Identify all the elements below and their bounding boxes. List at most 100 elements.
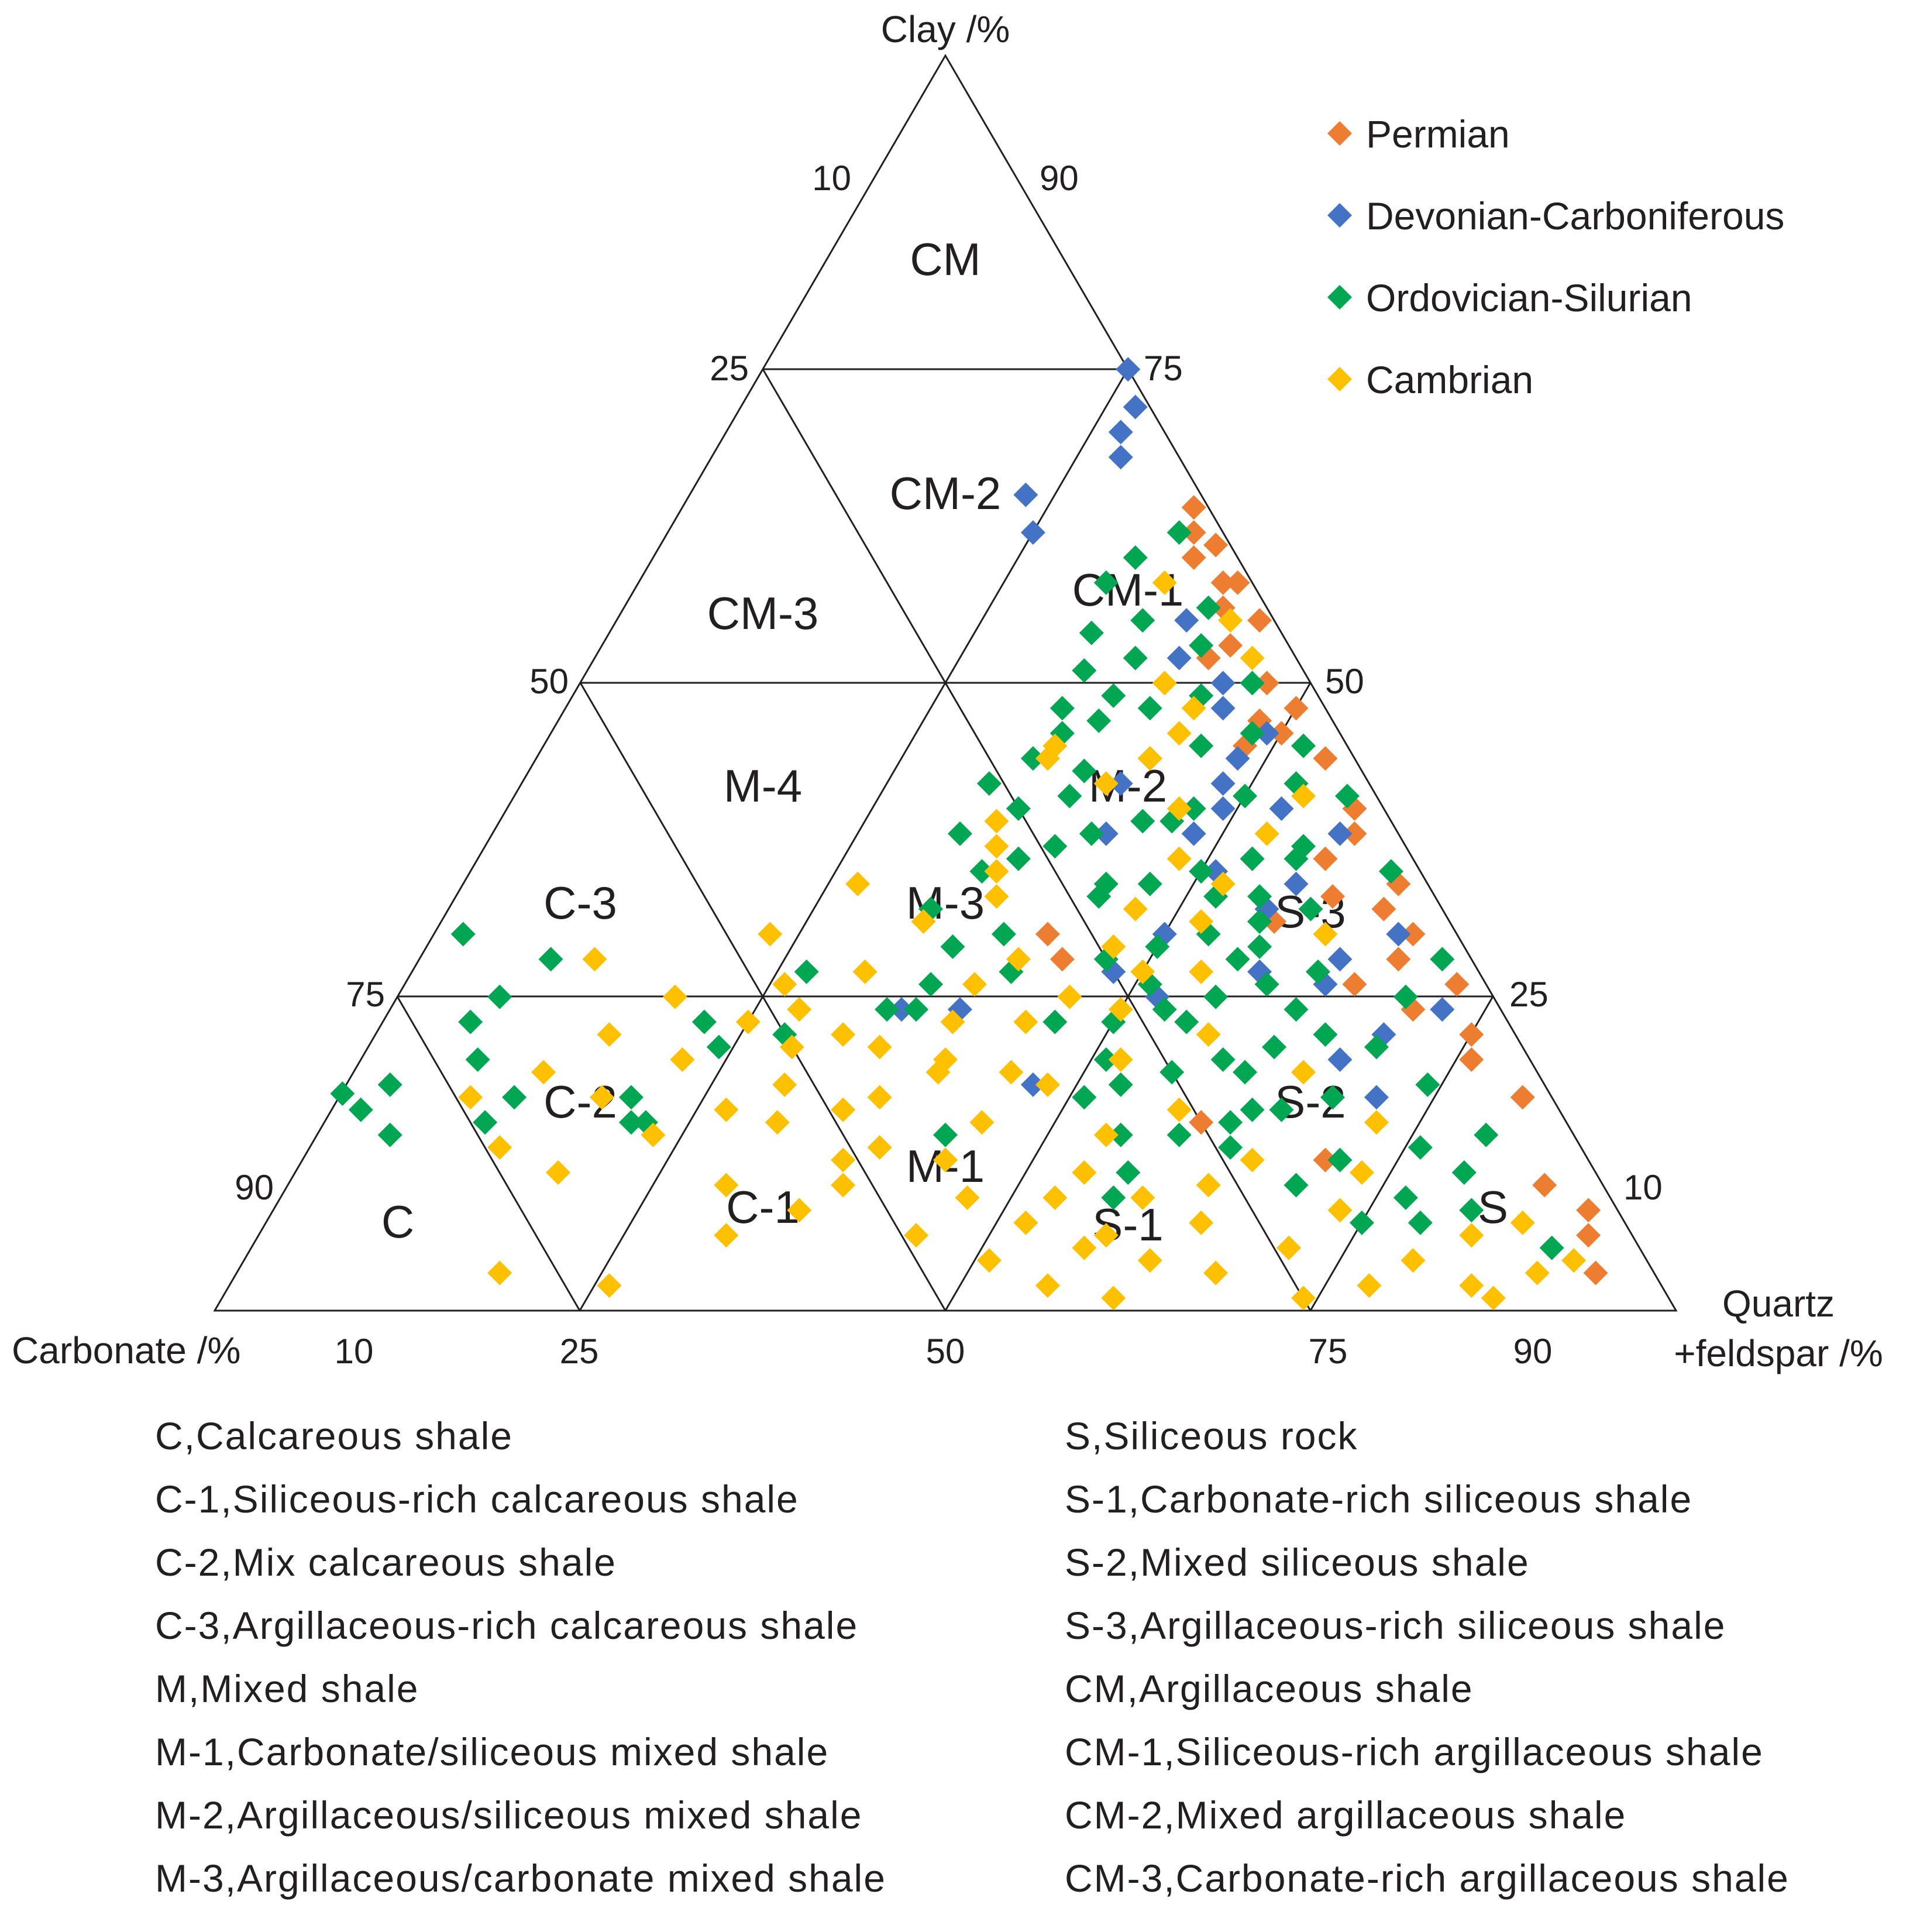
data-point	[487, 1260, 512, 1285]
note-item: CM-3,Carbonate-rich argillaceous shale	[1065, 1857, 1790, 1900]
data-point	[969, 859, 995, 884]
note-item: CM-2,Mixed argillaceous shale	[1065, 1793, 1627, 1837]
data-point	[984, 834, 1009, 859]
data-point	[772, 972, 797, 997]
data-point	[1474, 1122, 1499, 1147]
data-point	[1137, 696, 1162, 721]
data-point	[1093, 821, 1119, 846]
tick-label-right-side: 50	[1325, 662, 1364, 701]
data-point	[1210, 871, 1236, 896]
data-point	[714, 1173, 739, 1198]
data-point	[831, 1147, 856, 1173]
data-point	[758, 922, 783, 947]
data-point	[1320, 884, 1345, 909]
data-point	[1093, 570, 1119, 595]
data-point	[1203, 1260, 1229, 1285]
data-point	[597, 1273, 622, 1298]
data-point	[1020, 520, 1045, 545]
data-point	[867, 1034, 892, 1060]
region-label: M-4	[724, 760, 802, 812]
data-point	[1210, 671, 1236, 696]
data-point	[330, 1081, 355, 1106]
data-point	[1123, 394, 1148, 420]
series-devonian-carboniferous	[889, 357, 1455, 1110]
data-point	[1174, 608, 1199, 633]
tick-label-left-side: 25	[710, 349, 749, 388]
note-item: C,Calcareous shale	[155, 1414, 513, 1457]
region-label: C-3	[543, 877, 617, 929]
data-point	[1225, 947, 1250, 972]
data-point	[1101, 683, 1126, 708]
data-point	[1313, 922, 1338, 947]
data-point	[984, 859, 1009, 884]
data-point	[1291, 1060, 1316, 1085]
data-point	[1349, 1160, 1374, 1185]
region-label: CM-3	[707, 587, 819, 639]
note-item: C-2,Mix calcareous shale	[155, 1541, 617, 1584]
data-point	[940, 934, 965, 959]
data-point	[1269, 796, 1294, 821]
data-point	[984, 809, 1009, 834]
region-label: CM-2	[890, 467, 1002, 519]
data-point	[1481, 1285, 1506, 1311]
data-point	[1079, 821, 1104, 846]
data-point	[1401, 922, 1426, 947]
tick-label-bottom: 90	[1513, 1332, 1553, 1371]
data-point	[473, 1110, 498, 1135]
data-point	[984, 884, 1009, 909]
data-point	[1240, 846, 1265, 871]
data-point	[1430, 947, 1455, 972]
tick-labels: 10 25 50 75 90 90 75 50 25 10 10 25 50 75 90	[235, 159, 1663, 1371]
ternary-chart: CMCM-2CM-3CM-1M-4M-2C-3M-3S-3C-2S-2CC-1M…	[12, 8, 1883, 1374]
data-point	[1342, 821, 1367, 846]
data-point	[1086, 708, 1112, 733]
data-point	[918, 972, 944, 997]
data-point	[377, 1072, 402, 1097]
data-point	[1181, 520, 1206, 545]
grid-line-h	[1127, 996, 1312, 1311]
data-point	[1050, 696, 1075, 721]
tick-label-right-side: 25	[1509, 975, 1549, 1014]
data-point	[1393, 984, 1418, 1009]
data-point	[1305, 959, 1330, 984]
data-point	[1137, 1248, 1162, 1273]
legend: Permian Devonian-Carboniferous Ordovician-…	[1327, 112, 1784, 401]
data-point	[1108, 445, 1133, 470]
data-point	[831, 1022, 856, 1047]
data-point	[1240, 1097, 1265, 1122]
data-point	[1042, 1185, 1068, 1210]
data-point	[1262, 1034, 1287, 1060]
data-point	[999, 1060, 1024, 1085]
data-point	[1276, 1235, 1302, 1260]
data-point	[889, 997, 914, 1022]
data-point	[1050, 947, 1075, 972]
data-point	[1123, 645, 1148, 671]
data-point	[1459, 1198, 1484, 1223]
data-point	[867, 1085, 892, 1110]
data-point	[618, 1110, 644, 1135]
data-point	[1174, 1009, 1199, 1034]
note-item: M-2,Argillaceous/siliceous mixed shale	[155, 1793, 863, 1837]
data-point	[1210, 796, 1236, 821]
data-point	[1006, 796, 1031, 821]
data-point	[458, 1085, 483, 1110]
data-point	[1459, 1223, 1484, 1248]
data-point	[1240, 1147, 1265, 1173]
data-point	[1284, 997, 1309, 1022]
data-point	[1233, 1060, 1258, 1085]
notes-right: S,Siliceous rock S-1,Carbonate-rich silic…	[1065, 1404, 1790, 1910]
data-point	[1269, 1097, 1294, 1122]
tick-label-left-side: 50	[529, 662, 569, 701]
data-point	[1525, 1260, 1550, 1285]
data-point	[1093, 871, 1119, 896]
data-point	[1042, 834, 1068, 859]
data-point	[1020, 746, 1045, 771]
data-point	[1225, 570, 1250, 595]
data-point	[1254, 972, 1279, 997]
axis-title-right-1: Quartz	[1722, 1283, 1835, 1325]
note-item: C-3,Argillaceous-rich calcareous shale	[155, 1604, 859, 1647]
data-point	[1006, 947, 1031, 972]
data-point	[348, 1097, 373, 1122]
data-point	[641, 1122, 666, 1147]
data-point	[1137, 871, 1162, 896]
